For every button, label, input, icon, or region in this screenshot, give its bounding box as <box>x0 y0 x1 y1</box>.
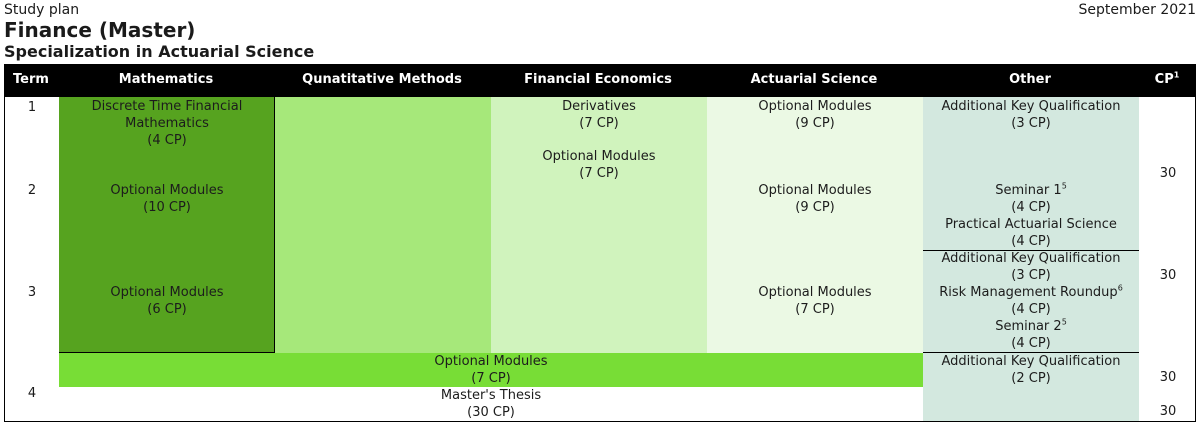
col-term: Term <box>13 72 49 87</box>
module-cp: (7 CP) <box>579 166 619 181</box>
module-name: Derivatives <box>562 99 636 114</box>
col-cp-footnote: 1 <box>1173 70 1180 80</box>
document-date: September 2021 <box>1078 2 1196 18</box>
cp-total: 30 <box>1159 166 1177 181</box>
col-other: Other <box>1009 72 1051 87</box>
term4-optional-bar <box>59 353 923 387</box>
module-act-t2: Optional Modules (9 CP) <box>707 182 923 216</box>
module-name: Optional Modules <box>434 354 548 369</box>
module-cp: (4 CP) <box>1011 336 1051 351</box>
module-other-t3a: Additional Key Qualification (3 CP) <box>923 250 1139 284</box>
footnote-mark: 5 <box>1061 181 1067 191</box>
module-name: Risk Management Roundup6 <box>923 284 1139 301</box>
module-cp: (4 CP) <box>147 133 187 148</box>
module-cp: (9 CP) <box>795 200 835 215</box>
document-title: Finance (Master) <box>4 18 196 42</box>
term-number: 3 <box>27 285 37 300</box>
col-financial-economics: Financial Economics <box>524 72 672 87</box>
module-name: Optional Modules <box>110 285 224 300</box>
module-name: Optional Modules <box>110 183 224 198</box>
module-cp: (10 CP) <box>143 200 191 215</box>
col-quantitative-methods: Qunatitative Methods <box>302 72 462 87</box>
col-actuarial-science: Actuarial Science <box>750 72 878 87</box>
math-block <box>59 97 275 353</box>
col-cp: CP1 <box>1138 64 1196 96</box>
term-number: 2 <box>27 183 37 198</box>
module-name: Discrete Time Financial <box>91 99 243 114</box>
module-title: Seminar 1 <box>995 183 1062 198</box>
cp-total: 30 <box>1159 268 1177 283</box>
module-name: Optional Modules <box>542 149 656 164</box>
module-cp: (7 CP) <box>795 302 835 317</box>
module-cp: (2 CP) <box>1011 371 1051 386</box>
module-name: Additional Key Qualification <box>941 99 1121 114</box>
module-name: Seminar 25 <box>923 318 1139 335</box>
actuarial-block <box>707 97 923 353</box>
module-name: Seminar 15 <box>923 182 1139 199</box>
module-cp: (7 CP) <box>579 116 619 131</box>
study-plan-table: 1 2 3 4 Discrete Time Financial Mathemat… <box>4 96 1196 422</box>
module-other-t2b: Practical Actuarial Science (4 CP) <box>923 216 1139 250</box>
module-math-t3: Optional Modules (6 CP) <box>59 284 275 318</box>
module-cp: (3 CP) <box>1011 268 1051 283</box>
quant-block <box>275 97 491 353</box>
module-title: Risk Management Roundup <box>939 285 1118 300</box>
document-kicker: Study plan <box>4 2 80 18</box>
cp-total: 30 <box>1159 404 1177 419</box>
module-other-t4: Additional Key Qualification (2 CP) <box>923 353 1139 387</box>
module-cp: (6 CP) <box>147 302 187 317</box>
document-subtitle: Specialization in Actuarial Science <box>4 42 315 61</box>
other-divider-2 <box>923 352 1139 353</box>
module-other-t3c: Seminar 25 (4 CP) <box>923 318 1139 352</box>
module-masters-thesis: Master's Thesis (30 CP) <box>59 387 923 421</box>
other-divider-1 <box>923 250 1139 251</box>
module-other-t3b: Risk Management Roundup6 (4 CP) <box>923 284 1139 318</box>
module-cp: (9 CP) <box>795 116 835 131</box>
module-cp: (7 CP) <box>471 371 511 386</box>
footnote-mark: 6 <box>1117 283 1123 293</box>
footnote-mark: 5 <box>1061 317 1067 327</box>
module-math-t2: Optional Modules (10 CP) <box>59 182 275 216</box>
fin-econ-block <box>491 97 707 353</box>
cp-total: 30 <box>1159 370 1177 385</box>
col-mathematics: Mathematics <box>118 72 214 87</box>
module-title: Seminar 2 <box>995 319 1062 334</box>
module-name: Additional Key Qualification <box>941 251 1121 266</box>
module-cp: (4 CP) <box>1011 234 1051 249</box>
module-name: Master's Thesis <box>440 388 542 403</box>
table-header: Term Mathematics Qunatitative Methods Fi… <box>4 64 1196 96</box>
module-cp: (3 CP) <box>1011 116 1051 131</box>
module-fin-t1a: Derivatives (7 CP) <box>491 98 707 132</box>
module-name: Mathematics <box>125 116 209 131</box>
module-cp: (4 CP) <box>1011 302 1051 317</box>
module-name: Optional Modules <box>758 99 872 114</box>
col-cp-label: CP <box>1154 72 1174 87</box>
module-fin-t1b: Optional Modules (7 CP) <box>491 148 707 182</box>
term-number: 4 <box>27 386 37 401</box>
module-other-t2a: Seminar 15 (4 CP) <box>923 182 1139 216</box>
module-math-t1: Discrete Time Financial Mathematics (4 C… <box>59 98 275 149</box>
module-term4-optional: Optional Modules (7 CP) <box>59 353 923 387</box>
module-name: Optional Modules <box>758 285 872 300</box>
module-act-t3: Optional Modules (7 CP) <box>707 284 923 318</box>
term-number: 1 <box>27 100 37 115</box>
other-block <box>923 97 1139 421</box>
module-name: Practical Actuarial Science <box>945 217 1117 232</box>
module-cp: (30 CP) <box>467 405 515 420</box>
module-name: Optional Modules <box>758 183 872 198</box>
module-cp: (4 CP) <box>1011 200 1051 215</box>
module-other-t1: Additional Key Qualification (3 CP) <box>923 98 1139 132</box>
module-act-t1: Optional Modules (9 CP) <box>707 98 923 132</box>
module-name: Additional Key Qualification <box>941 354 1121 369</box>
